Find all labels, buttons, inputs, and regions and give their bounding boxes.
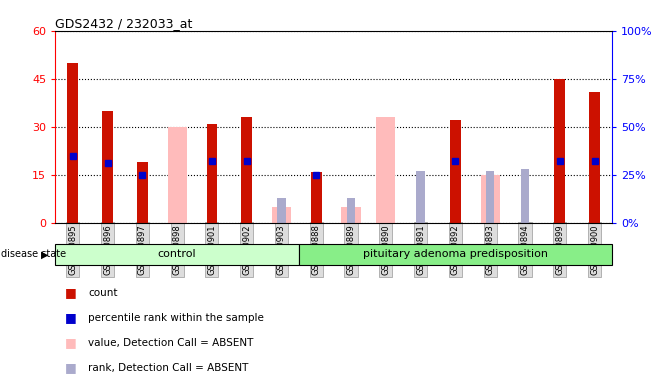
Bar (55, 244, 299, 265)
Text: control: control (158, 249, 197, 260)
Bar (480, 175, 500, 223)
Bar (299, 244, 612, 265)
Bar (347, 198, 355, 223)
Text: pituitary adenoma predisposition: pituitary adenoma predisposition (363, 249, 548, 260)
Text: value, Detection Call = ABSENT: value, Detection Call = ABSENT (88, 338, 253, 348)
Bar (589, 91, 600, 223)
Bar (376, 117, 395, 223)
Bar (521, 169, 529, 223)
Bar (167, 127, 187, 223)
Bar (68, 63, 78, 223)
Text: percentile rank within the sample: percentile rank within the sample (88, 313, 264, 323)
Bar (242, 117, 252, 223)
Bar (137, 162, 148, 223)
Bar (416, 171, 425, 223)
Bar (272, 207, 291, 223)
Bar (277, 198, 286, 223)
Text: ▶: ▶ (41, 249, 49, 260)
Bar (206, 124, 217, 223)
Text: count: count (88, 288, 117, 298)
Text: ■: ■ (65, 361, 77, 374)
Text: ■: ■ (65, 311, 77, 324)
Text: rank, Detection Call = ABSENT: rank, Detection Call = ABSENT (88, 362, 248, 373)
Text: ■: ■ (65, 286, 77, 299)
Text: disease state: disease state (1, 249, 66, 260)
Bar (486, 171, 495, 223)
Bar (555, 79, 565, 223)
Text: GDS2432 / 232033_at: GDS2432 / 232033_at (55, 17, 193, 30)
Bar (450, 120, 461, 223)
Bar (342, 207, 361, 223)
Bar (102, 111, 113, 223)
Text: ■: ■ (65, 336, 77, 349)
Bar (311, 172, 322, 223)
